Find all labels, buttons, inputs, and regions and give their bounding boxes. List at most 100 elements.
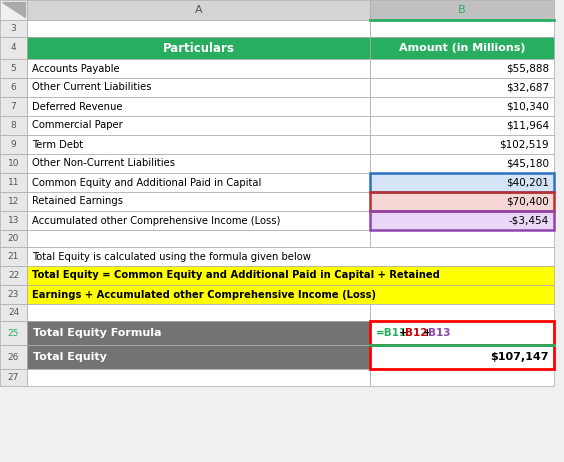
Text: $32,687: $32,687: [506, 83, 549, 92]
Bar: [0, 0, 27, 20]
Bar: [370, 369, 554, 386]
Text: Accumulated other Comprehensive Income (Loss): Accumulated other Comprehensive Income (…: [32, 215, 280, 225]
Bar: [0, 135, 27, 154]
Bar: [27, 173, 370, 192]
Text: B13: B13: [428, 328, 451, 338]
Text: Total Equity Formula: Total Equity Formula: [33, 328, 161, 338]
Bar: [0, 304, 27, 321]
Bar: [370, 154, 554, 173]
Bar: [27, 116, 370, 135]
Text: $102,519: $102,519: [499, 140, 549, 150]
Bar: [370, 59, 554, 78]
Bar: [370, 78, 554, 97]
Bar: [0, 97, 27, 116]
Bar: [0, 369, 27, 386]
Text: 27: 27: [8, 373, 19, 382]
Text: 4: 4: [11, 43, 16, 53]
Text: $45,180: $45,180: [506, 158, 549, 169]
Text: $40,201: $40,201: [506, 177, 549, 188]
Bar: [27, 211, 370, 230]
Polygon shape: [2, 2, 25, 17]
Bar: [27, 37, 370, 59]
Text: $70,400: $70,400: [506, 196, 549, 207]
Text: 6: 6: [11, 83, 16, 92]
Text: Total Equity: Total Equity: [33, 352, 107, 362]
Text: 13: 13: [8, 216, 19, 225]
Text: -$3,454: -$3,454: [509, 215, 549, 225]
Text: 11: 11: [8, 178, 19, 187]
Text: A: A: [195, 5, 202, 15]
Text: B12: B12: [405, 328, 428, 338]
Text: 21: 21: [8, 252, 19, 261]
Text: Deferred Revenue: Deferred Revenue: [32, 102, 122, 111]
Bar: [27, 154, 370, 173]
Text: 25: 25: [8, 328, 19, 338]
Bar: [370, 321, 554, 345]
Bar: [0, 20, 27, 37]
Bar: [370, 211, 554, 230]
Text: Total Equity is calculated using the formula given below: Total Equity is calculated using the for…: [32, 251, 311, 261]
Text: B: B: [458, 5, 466, 15]
Bar: [27, 266, 554, 285]
Text: Term Debt: Term Debt: [32, 140, 83, 150]
Text: 22: 22: [8, 271, 19, 280]
Bar: [0, 78, 27, 97]
Bar: [0, 116, 27, 135]
Bar: [27, 78, 370, 97]
Bar: [0, 192, 27, 211]
Bar: [27, 20, 370, 37]
Bar: [370, 173, 554, 192]
Bar: [27, 321, 370, 345]
Bar: [0, 211, 27, 230]
Text: Earnings + Accumulated other Comprehensive Income (Loss): Earnings + Accumulated other Comprehensi…: [32, 290, 376, 299]
Text: =B11: =B11: [376, 328, 407, 338]
Text: Common Equity and Additional Paid in Capital: Common Equity and Additional Paid in Cap…: [32, 177, 261, 188]
Text: 12: 12: [8, 197, 19, 206]
Bar: [370, 20, 554, 37]
Text: Other Non-Current Liabilities: Other Non-Current Liabilities: [32, 158, 175, 169]
Text: 26: 26: [8, 353, 19, 361]
Text: $55,888: $55,888: [506, 63, 549, 73]
Bar: [370, 37, 554, 59]
Bar: [370, 173, 554, 192]
Text: $11,964: $11,964: [506, 121, 549, 130]
Bar: [27, 247, 554, 266]
Bar: [27, 285, 554, 304]
Text: 20: 20: [8, 234, 19, 243]
Text: Commercial Paper: Commercial Paper: [32, 121, 123, 130]
Bar: [27, 59, 370, 78]
Bar: [370, 0, 554, 20]
Bar: [370, 97, 554, 116]
Text: $107,147: $107,147: [491, 352, 549, 362]
Bar: [27, 192, 370, 211]
Bar: [370, 192, 554, 211]
Text: 3: 3: [11, 24, 16, 33]
Text: +: +: [422, 328, 431, 338]
Text: 9: 9: [11, 140, 16, 149]
Text: 7: 7: [11, 102, 16, 111]
Bar: [27, 230, 370, 247]
Bar: [0, 154, 27, 173]
Bar: [0, 321, 27, 345]
Text: Retained Earnings: Retained Earnings: [32, 196, 123, 207]
Bar: [0, 37, 27, 59]
Bar: [0, 230, 27, 247]
Text: $10,340: $10,340: [506, 102, 549, 111]
Text: 5: 5: [11, 64, 16, 73]
Bar: [0, 285, 27, 304]
Bar: [0, 345, 27, 369]
Text: 24: 24: [8, 308, 19, 317]
Text: Accounts Payable: Accounts Payable: [32, 63, 120, 73]
Text: +: +: [399, 328, 408, 338]
Bar: [370, 135, 554, 154]
Bar: [27, 0, 370, 20]
Bar: [370, 211, 554, 230]
Bar: [27, 135, 370, 154]
Bar: [0, 247, 27, 266]
Bar: [0, 266, 27, 285]
Text: Total Equity = Common Equity and Additional Paid in Capital + Retained: Total Equity = Common Equity and Additio…: [32, 270, 440, 280]
Bar: [27, 97, 370, 116]
Bar: [370, 304, 554, 321]
Bar: [0, 173, 27, 192]
Bar: [370, 345, 554, 369]
